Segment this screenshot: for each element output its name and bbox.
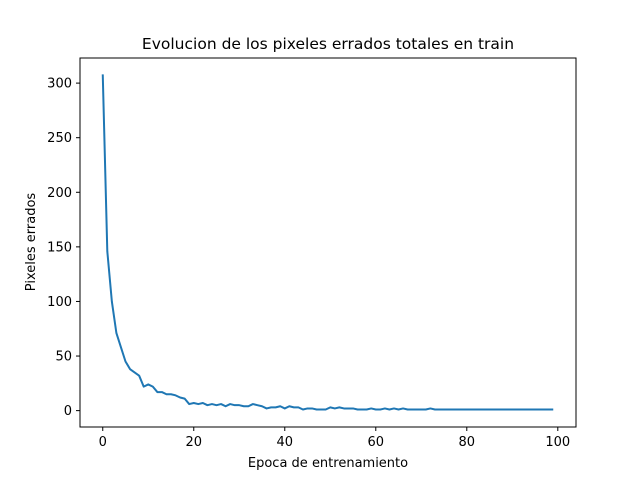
- y-tick-label: 200: [47, 186, 72, 201]
- x-axis-title: Epoca de entrenamiento: [248, 456, 408, 471]
- x-tick-label: 60: [368, 435, 385, 450]
- y-axis-title: Pixeles errados: [24, 193, 39, 292]
- x-tick-label: 40: [276, 435, 293, 450]
- y-tick-label: 100: [47, 295, 72, 310]
- chart-title: Evolucion de los pixeles errados totales…: [142, 35, 514, 53]
- y-axis: 0 50 100 150 200 250 300: [47, 77, 80, 419]
- y-tick-label: 150: [47, 240, 72, 255]
- series-line: [101, 74, 554, 411]
- x-tick-label: 0: [99, 435, 107, 450]
- x-tick-label: 100: [545, 435, 570, 450]
- y-tick-label: 300: [47, 77, 72, 92]
- x-axis: 0 20 40 60 80 100: [99, 427, 570, 450]
- x-tick-label: 80: [459, 435, 476, 450]
- plot-area-frame: [79, 57, 577, 428]
- y-tick-label: 0: [64, 404, 72, 419]
- y-tick-label: 250: [47, 131, 72, 146]
- x-tick-label: 20: [185, 435, 202, 450]
- y-tick-label: 50: [55, 350, 72, 365]
